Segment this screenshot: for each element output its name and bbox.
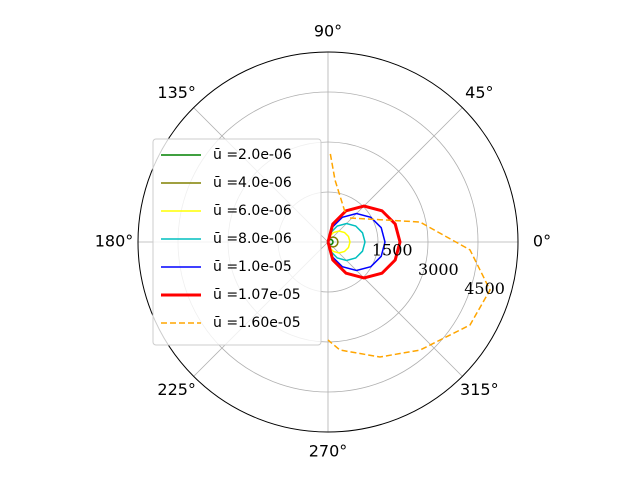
legend: ū =2.0e-06 ū =4.0e-06 ū =6.0e-06 ū =8.0e-06…	[152, 138, 322, 346]
r-tick-label: 1500	[372, 241, 413, 260]
legend-label: ū =4.0e-06	[213, 175, 292, 191]
legend-label: ū =2.0e-06	[213, 147, 292, 163]
legend-label: ū =1.60e-05	[213, 315, 301, 331]
series-line	[327, 212, 386, 272]
legend-label: ū =1.0e-05	[213, 259, 292, 275]
theta-tick-label: 135°	[157, 83, 196, 102]
series-line	[326, 204, 402, 280]
theta-tick-label: 315°	[460, 380, 499, 399]
theta-tick-label: 45°	[465, 83, 493, 102]
r-tick-label: 4500	[464, 279, 505, 298]
legend-label: ū =1.07e-05	[213, 287, 301, 303]
series-line	[327, 151, 491, 358]
theta-tick-label: 90°	[314, 22, 342, 41]
theta-tick-label: 270°	[309, 442, 348, 461]
series-line	[327, 230, 351, 254]
legend-label: ū =8.0e-06	[213, 231, 292, 247]
theta-tick-label: 180°	[95, 232, 134, 251]
legend-label: ū =6.0e-06	[213, 203, 292, 219]
r-tick-label: 3000	[418, 260, 459, 279]
theta-tick-label: 0°	[533, 232, 551, 251]
theta-grid-line	[327, 241, 463, 377]
series-line	[327, 222, 366, 262]
theta-grid-line	[327, 107, 463, 243]
theta-tick-label: 225°	[157, 380, 196, 399]
polar-frame	[137, 51, 519, 433]
